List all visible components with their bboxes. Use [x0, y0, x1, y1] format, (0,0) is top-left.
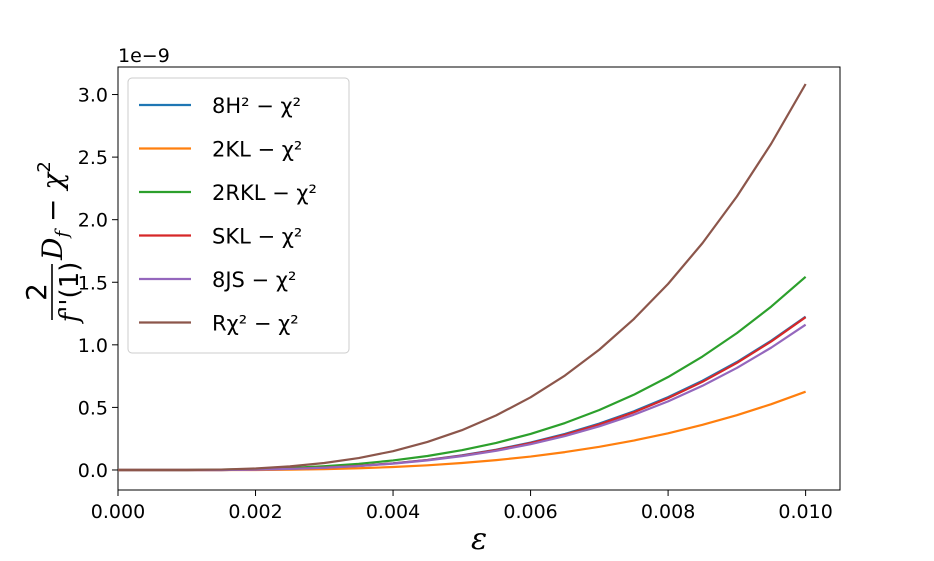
y-axis-label: 2 f''(1) Df − χ2 — [20, 161, 85, 324]
legend-label: 2RKL − χ² — [212, 181, 317, 205]
legend-label: 8H² − χ² — [212, 94, 301, 118]
legend: 8H² − χ² 2KL − χ² 2RKL − χ² SKL − χ² 8JS − χ… — [127, 77, 350, 354]
legend-label: SKL − χ² — [212, 225, 302, 249]
x-axis: 0.000 0.002 0.004 0.006 0.008 0.010 — [91, 490, 833, 523]
y-tick-label: 1.5 — [78, 272, 108, 294]
svg-text:f''(1): f''(1) — [55, 262, 85, 325]
x-tick-label: 0.006 — [503, 501, 557, 523]
y-tick-label: 2.5 — [78, 147, 108, 169]
legend-label: 8JS − χ² — [212, 268, 296, 292]
x-tick-label: 0.000 — [91, 501, 145, 523]
plot-frame — [117, 66, 841, 491]
y-offset-text: 1e−9 — [118, 45, 170, 67]
y-tick-label: 2.0 — [78, 210, 108, 232]
series-lines — [117, 83, 807, 472]
series-line — [117, 83, 807, 472]
legend-box — [127, 77, 350, 354]
x-axis-label: ε — [471, 522, 487, 557]
legend-label: 2KL − χ² — [212, 138, 302, 162]
x-tick-label: 0.010 — [778, 501, 832, 523]
y-tick-label: 0.0 — [78, 460, 108, 482]
y-axis: 0.0 0.5 1.0 1.5 2.0 2.5 3.0 — [78, 85, 118, 482]
legend-label: Rχ² − χ² — [212, 312, 299, 336]
svg-text:2: 2 — [20, 283, 53, 301]
y-tick-label: 1.0 — [78, 335, 108, 357]
x-tick-label: 0.002 — [228, 501, 282, 523]
y-tick-label: 3.0 — [78, 85, 108, 107]
y-tick-label: 0.5 — [78, 397, 108, 419]
x-tick-label: 0.004 — [366, 501, 420, 523]
svg-text:Df − χ2: Df − χ2 — [34, 161, 73, 261]
x-tick-label: 0.008 — [641, 501, 695, 523]
